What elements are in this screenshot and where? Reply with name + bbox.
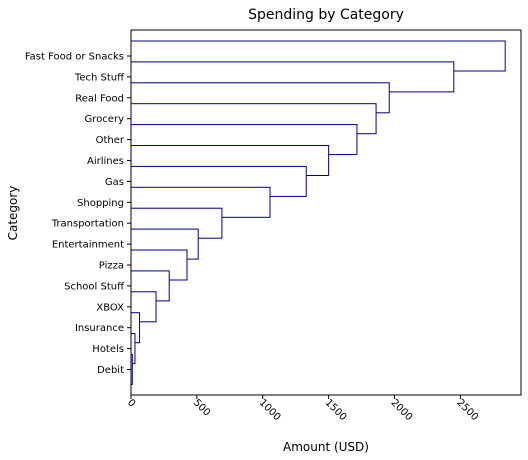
y-tick-label: Debit (97, 365, 124, 376)
y-axis: Fast Food or Snacks Tech Stuff Real Food Gr… (25, 52, 131, 377)
y-tick-label: Transportation (51, 219, 124, 230)
y-tick-label: Grocery (85, 114, 125, 125)
y-tick-label: Gas (105, 177, 124, 188)
y-tick-label: Shopping (77, 198, 124, 209)
y-tick-label: Airlines (87, 156, 124, 167)
y-tick-label: Entertainment (52, 240, 124, 251)
y-tick-label: Pizza (99, 261, 124, 272)
y-tick-label: School Stuff (64, 281, 125, 292)
x-tick-label: 0 (125, 397, 137, 409)
y-tick-label: Real Food (75, 93, 124, 104)
y-tick-label: Insurance (75, 323, 124, 334)
x-tick-label: 2500 (454, 397, 480, 423)
x-tick-label: 1500 (323, 397, 349, 423)
y-tick-label: Tech Stuff (74, 72, 125, 83)
x-tick-label: 500 (191, 397, 212, 418)
y-tick-label: Hotels (92, 344, 124, 355)
x-axis: 0 500 1000 1500 2000 2500 (125, 395, 480, 423)
y-tick-label: XBOX (96, 302, 124, 313)
bars-group (131, 41, 505, 385)
x-tick-label: 2000 (389, 397, 415, 423)
y-tick-label: Fast Food or Snacks (25, 52, 124, 63)
x-axis-label: Amount (USD) (283, 440, 369, 454)
x-tick-label: 1000 (257, 397, 283, 423)
chart-title: Spending by Category (248, 7, 404, 23)
y-axis-label: Category (6, 186, 20, 241)
y-tick-label: Other (96, 135, 125, 146)
